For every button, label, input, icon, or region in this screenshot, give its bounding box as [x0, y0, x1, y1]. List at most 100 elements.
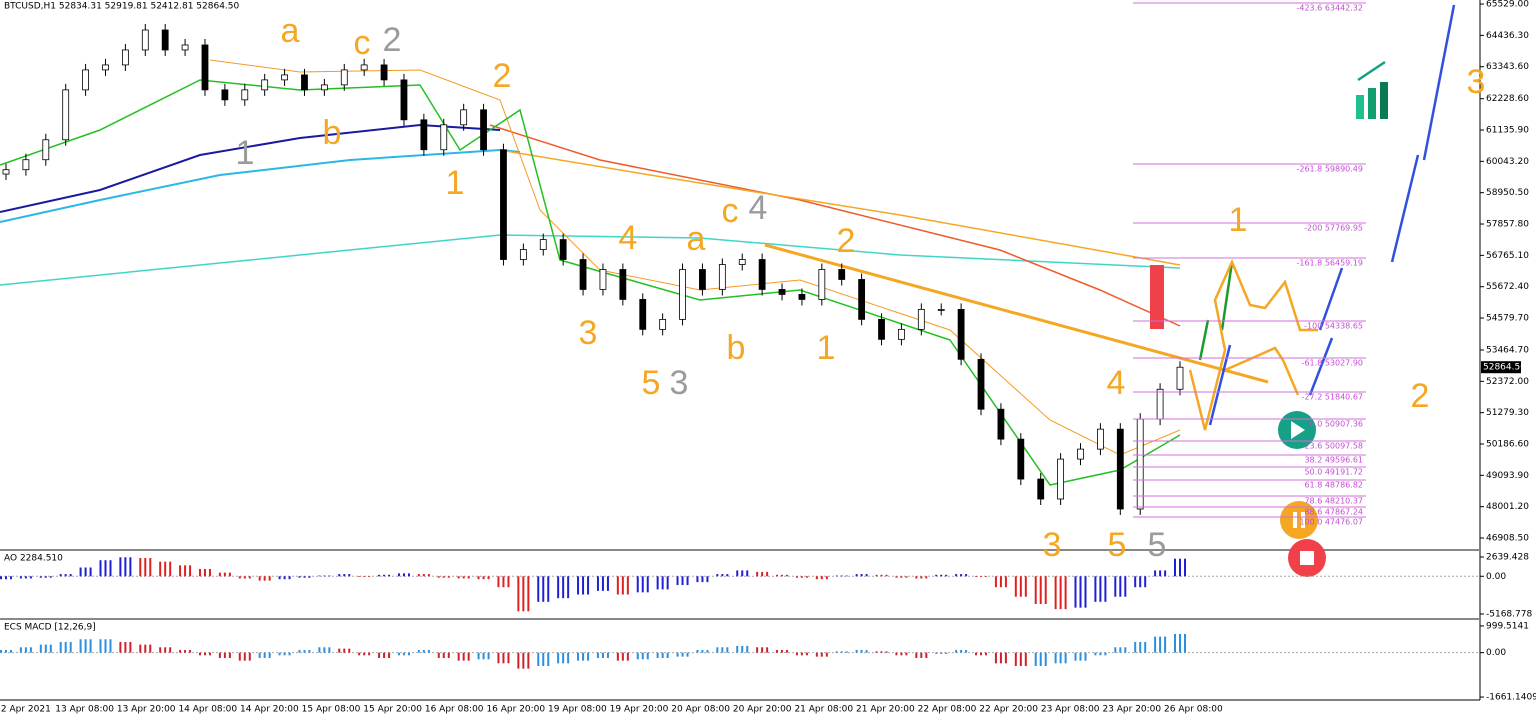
y-tick-label: -1661.1409 [1486, 693, 1536, 703]
ma-line [209, 59, 1181, 456]
x-tick-label: 20 Apr 08:00 [671, 705, 730, 715]
candle-body [1037, 478, 1045, 500]
fib-label: 78.6 48210.37 [1304, 497, 1363, 506]
y-tick-label: 61135.90 [1486, 126, 1529, 136]
wave-label: 2 [493, 57, 512, 95]
fib-label: 38.2 49596.61 [1304, 456, 1363, 465]
wave-label: 3 [670, 364, 689, 402]
last-price-box [1481, 361, 1521, 374]
ma-line [0, 79, 1181, 486]
candle-body [480, 109, 487, 151]
wave-label: 3 [1467, 63, 1486, 101]
candle-body [659, 318, 667, 330]
y-tick-label: 55672.40 [1486, 282, 1529, 292]
x-tick-label: 14 Apr 20:00 [240, 705, 299, 715]
x-tick-label: 22 Apr 08:00 [918, 705, 977, 715]
candle-body [181, 44, 189, 51]
candle-body [699, 269, 706, 290]
fib-label: 23.6 50097.58 [1304, 442, 1363, 451]
candle-body [241, 89, 249, 101]
x-tick-label: 16 Apr 20:00 [486, 705, 545, 715]
wave-label: 4 [619, 219, 638, 257]
candle-body [838, 269, 846, 280]
y-tick-label: 58950.50 [1486, 188, 1529, 198]
x-tick-label: 16 Apr 08:00 [425, 705, 484, 715]
wave-label: 5 [1108, 526, 1127, 564]
wave-label: a [281, 12, 300, 50]
wave-label: 1 [236, 134, 255, 172]
candle-body [878, 318, 885, 340]
wave-label: 5 [642, 364, 661, 402]
fib-label: -61.8 53027.90 [1302, 359, 1363, 368]
wave-label: 2 [837, 222, 856, 260]
y-tick-label: 999.5141 [1486, 621, 1529, 631]
wave-label: 3 [579, 314, 598, 352]
candle-body [599, 269, 607, 290]
wave-label: c [722, 192, 739, 230]
wave-label: 4 [1107, 364, 1126, 402]
x-tick-label: 13 Apr 08:00 [55, 705, 114, 715]
wave-label: c [354, 24, 371, 62]
candle-body [420, 119, 428, 151]
candle-body [141, 29, 149, 51]
trendline [764, 243, 1269, 384]
x-tick-label: 21 Apr 20:00 [856, 705, 915, 715]
fib-label: 88.6 47867.24 [1304, 508, 1363, 517]
candle-body [22, 159, 30, 171]
ma-line [489, 124, 1181, 327]
y-tick-label: 64436.30 [1486, 31, 1529, 41]
candle-body [997, 408, 1005, 440]
fib-label: 100.0 47476.07 [1299, 518, 1363, 527]
wave-label: b [727, 329, 746, 367]
wave-label: 5 [1148, 526, 1167, 564]
x-tick-label: 21 Apr 08:00 [794, 705, 853, 715]
candle-body [440, 124, 448, 151]
ma-line [0, 123, 501, 213]
fib-label: -261.8 59890.49 [1296, 165, 1363, 174]
candle-body [82, 69, 89, 91]
wave-label: a [687, 220, 706, 258]
candle-body [539, 239, 547, 250]
x-tick-label: 23 Apr 20:00 [1102, 705, 1161, 715]
y-tick-label: 50186.60 [1486, 439, 1529, 449]
y-tick-label: 49093.90 [1486, 471, 1529, 481]
wave-label: 1 [446, 164, 465, 202]
y-tick-label: 46908.50 [1486, 533, 1529, 543]
y-tick-label: 56765.10 [1486, 251, 1529, 261]
fib-label: -27.2 51840.67 [1302, 393, 1363, 402]
wave-label: 2 [383, 21, 402, 59]
icons [1278, 82, 1388, 577]
fib-label: -200 57769.95 [1304, 224, 1363, 233]
candle-body [62, 89, 70, 141]
candle-body [519, 249, 527, 260]
y-tick-label: 48001.20 [1486, 502, 1529, 512]
candle-body [121, 49, 129, 66]
y-tick-label: 0.00 [1486, 648, 1506, 658]
candle-body [500, 149, 507, 260]
candle-body [957, 309, 965, 360]
x-tick-label: 19 Apr 20:00 [610, 705, 669, 715]
candle-body [1156, 388, 1164, 420]
candle-body [758, 259, 766, 290]
wave-label: 3 [1043, 526, 1062, 564]
candle-body [778, 289, 786, 295]
candle-body [1017, 438, 1025, 480]
wave-label: 1 [817, 329, 836, 367]
candle-body [738, 259, 746, 265]
fib-label: -161.8 56459.19 [1296, 259, 1363, 268]
candle-body [818, 269, 826, 300]
x-tick-label: 23 Apr 08:00 [1041, 705, 1100, 715]
pane-title: AO 2284.510 [4, 554, 63, 564]
x-tick-label: 20 Apr 20:00 [733, 705, 792, 715]
symbol-header: BTCUSD,H1 52834.31 52919.81 52412.81 528… [4, 2, 240, 12]
ma-line [0, 234, 1181, 286]
wave-label: 1 [1229, 201, 1248, 239]
candle-body [380, 64, 388, 81]
candle-body [221, 89, 229, 101]
candle-body [2, 169, 10, 175]
x-tick-label: 15 Apr 20:00 [363, 705, 422, 715]
candle-body [858, 279, 866, 320]
pane-title: ECS MACD [12,26,9] [4, 623, 96, 633]
candle-body [42, 139, 50, 161]
